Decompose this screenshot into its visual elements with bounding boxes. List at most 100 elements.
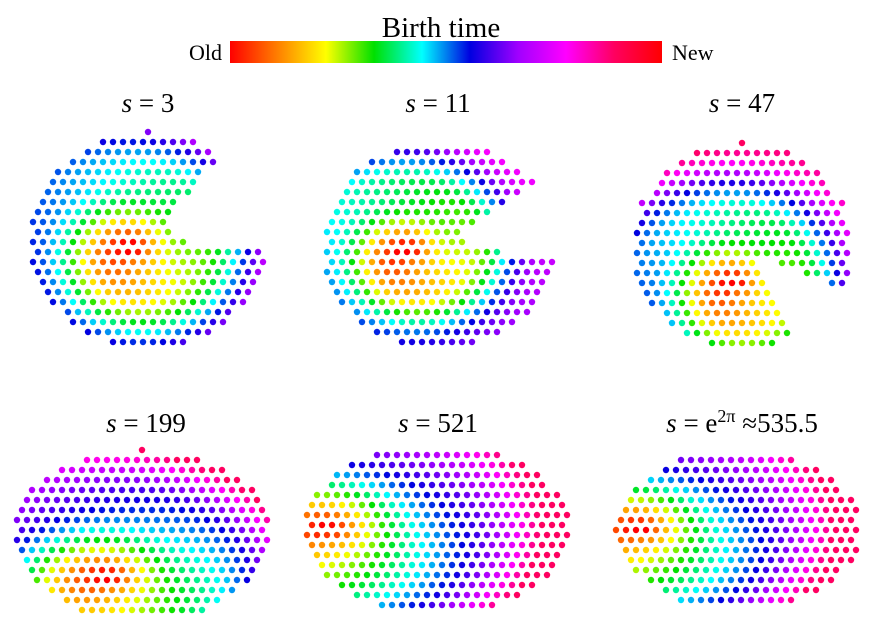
seed-dot — [783, 209, 791, 217]
seed-dot — [688, 199, 696, 207]
seed-dot — [408, 198, 416, 206]
seed-dot — [23, 496, 31, 504]
seed-dot — [79, 298, 87, 306]
seed-dot — [702, 526, 710, 534]
seed-dot — [168, 546, 176, 554]
seed-dot — [468, 298, 476, 306]
seed-dot — [104, 188, 112, 196]
seed-dot — [488, 258, 496, 266]
seed-dot — [114, 148, 122, 156]
seed-dot — [143, 516, 151, 524]
seed-dot — [787, 476, 795, 484]
seed-dot — [164, 228, 172, 236]
seed-dot — [108, 466, 116, 474]
seed-dot — [258, 526, 266, 534]
seed-dot — [68, 486, 76, 494]
seed-dot — [174, 288, 182, 296]
seed-dot — [748, 179, 756, 187]
seed-dot — [383, 168, 391, 176]
seed-dot — [388, 601, 396, 609]
seed-dot — [702, 566, 710, 574]
seed-dot — [478, 278, 486, 286]
seed-dot — [727, 476, 735, 484]
seed-dot — [323, 531, 331, 539]
seed-dot — [94, 248, 102, 256]
seed-dot — [98, 526, 106, 534]
seed-dot — [722, 546, 730, 554]
seed-dot — [657, 516, 665, 524]
seed-dot — [118, 606, 126, 614]
seed-dot — [224, 268, 232, 276]
seed-dot — [198, 466, 206, 474]
seed-dot — [338, 278, 346, 286]
seed-dot — [328, 278, 336, 286]
seed-dot — [667, 476, 675, 484]
seed-dot — [622, 526, 630, 534]
seed-dot — [108, 546, 116, 554]
seed-dot — [448, 461, 456, 469]
seed-dot — [253, 536, 261, 544]
seed-dot — [847, 496, 855, 504]
seed-dot — [508, 501, 516, 509]
seed-dot — [748, 199, 756, 207]
seed-dot — [772, 526, 780, 534]
seed-dot — [778, 199, 786, 207]
seed-dot — [668, 279, 676, 287]
seed-dot — [254, 248, 262, 256]
seed-dot — [193, 536, 201, 544]
seed-dot — [718, 199, 726, 207]
seed-dot — [763, 329, 771, 337]
seed-dot — [69, 318, 77, 326]
seed-dot — [418, 258, 426, 266]
seed-dot — [648, 279, 656, 287]
seed-dot — [333, 471, 341, 479]
seed-dot — [553, 511, 561, 519]
seed-dot — [383, 308, 391, 316]
seed-dot — [642, 546, 650, 554]
seed-dot — [118, 506, 126, 514]
seed-dot — [827, 476, 835, 484]
seed-dot — [682, 586, 690, 594]
panel-title-s199: s = 199 — [106, 408, 186, 438]
seed-dot — [179, 158, 187, 166]
seed-dot — [373, 288, 381, 296]
seed-dot — [817, 576, 825, 584]
seed-dot — [98, 606, 106, 614]
seed-dot — [498, 541, 506, 549]
seed-dot — [88, 586, 96, 594]
seed-dot — [458, 258, 466, 266]
seed-dot — [173, 456, 181, 464]
seed-dot — [837, 516, 845, 524]
seed-dot — [488, 298, 496, 306]
seed-dot — [103, 576, 111, 584]
seed-dot — [133, 476, 141, 484]
seed-dot — [363, 591, 371, 599]
seed-dot — [74, 228, 82, 236]
seed-dot — [263, 516, 271, 524]
seed-dot — [323, 571, 331, 579]
seed-dot — [767, 516, 775, 524]
seed-dot — [338, 481, 346, 489]
seed-dot — [662, 526, 670, 534]
seed-dot — [179, 178, 187, 186]
seed-dot — [642, 506, 650, 514]
seed-dot — [168, 606, 176, 614]
seed-dot — [548, 501, 556, 509]
seed-dot — [753, 189, 761, 197]
seed-dot — [403, 248, 411, 256]
seed-dot — [813, 169, 821, 177]
seed-dot — [173, 576, 181, 584]
seed-dot — [503, 551, 511, 559]
seed-dot — [533, 511, 541, 519]
seed-dot — [224, 308, 232, 316]
seed-dot — [343, 188, 351, 196]
seed-dot — [473, 148, 481, 156]
seed-dot — [738, 319, 746, 327]
seed-dot — [418, 521, 426, 529]
seed-dot — [358, 541, 366, 549]
seed-dot — [753, 209, 761, 217]
seed-dot — [118, 486, 126, 494]
seed-dot — [408, 601, 416, 609]
seed-dot — [128, 466, 136, 474]
seed-dot — [483, 248, 491, 256]
